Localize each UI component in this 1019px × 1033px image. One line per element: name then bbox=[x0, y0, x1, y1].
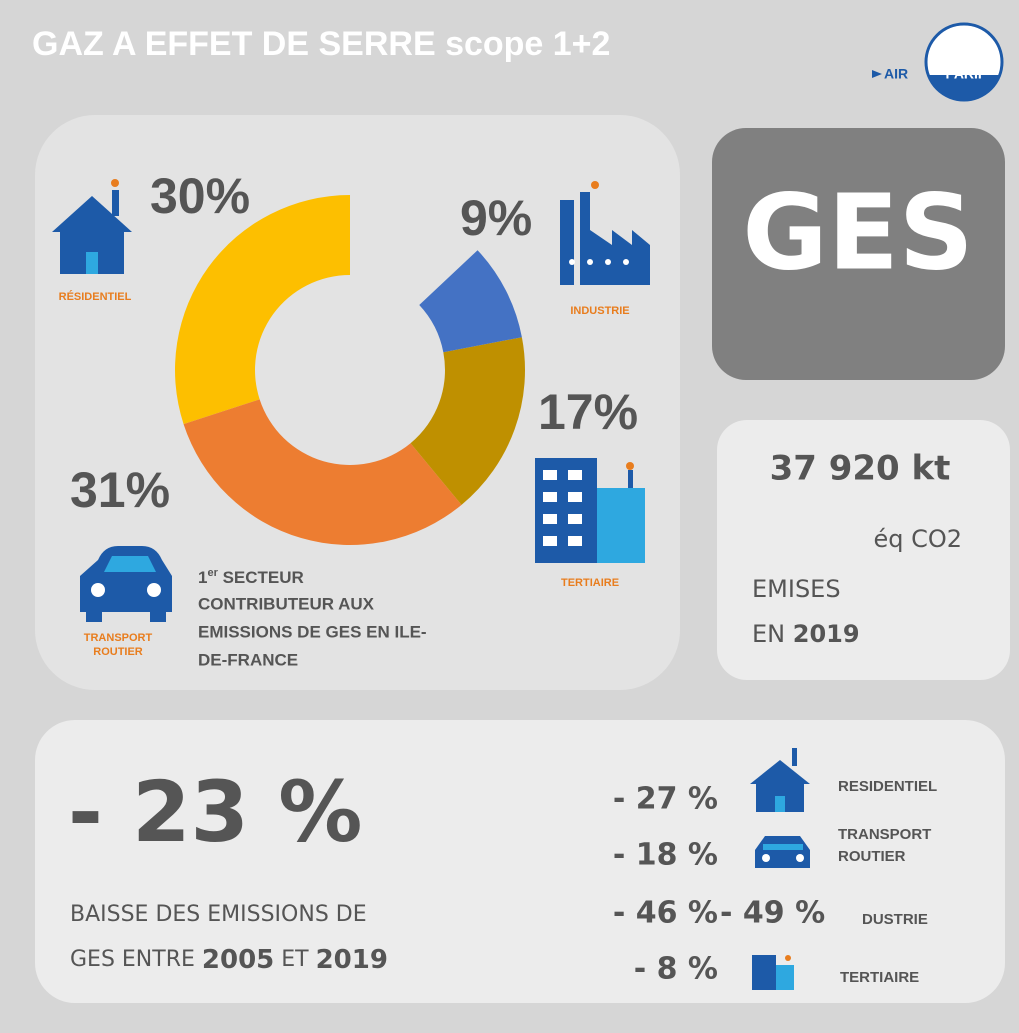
donut bbox=[174, 195, 525, 545]
stat-box bbox=[717, 420, 1010, 680]
annotation: CONTRIBUTEUR AUX bbox=[198, 594, 375, 613]
trend-change: - 8 % bbox=[634, 952, 718, 987]
donut-segment bbox=[410, 337, 525, 505]
building-icon bbox=[752, 955, 794, 990]
category-label: TERTIAIRE bbox=[561, 577, 619, 589]
donut-segment bbox=[174, 195, 350, 425]
annotation: DE-FRANCE bbox=[198, 650, 298, 669]
stat-unit: éq CO2 bbox=[873, 525, 962, 553]
logo-parif: PARIF bbox=[946, 66, 987, 82]
headline: - 23 % bbox=[68, 763, 362, 861]
stat-line: EN 2019 bbox=[752, 620, 860, 648]
trend-label: RESIDENTIEL bbox=[838, 778, 937, 795]
building-icon bbox=[535, 458, 645, 563]
trend-label: DUSTRIE bbox=[862, 911, 928, 928]
value-label: 30% bbox=[150, 168, 250, 224]
trend-change: - 49 % bbox=[720, 896, 825, 931]
logo: AIR PARIF bbox=[872, 22, 1004, 102]
logo-air: AIR bbox=[884, 66, 908, 82]
trend-line: BAISSE DES EMISSIONS DE bbox=[70, 902, 367, 927]
category-label: INDUSTRIE bbox=[570, 305, 629, 317]
annotation: EMISSIONS DE GES EN ILE- bbox=[198, 622, 427, 641]
category-label: RÉSIDENTIEL bbox=[59, 290, 132, 303]
stat-line: EMISES bbox=[752, 575, 841, 603]
donut-segment bbox=[419, 250, 522, 353]
trend-change: - 27 % bbox=[613, 782, 718, 817]
trend-change: - 18 % bbox=[613, 838, 718, 873]
annotation: 1er SECTEUR bbox=[198, 567, 304, 588]
house-icon bbox=[750, 748, 810, 812]
category-label: TRANSPORT ROUTIER bbox=[84, 632, 153, 658]
trend-label: TERTIAIRE bbox=[840, 969, 919, 986]
trend-line: GES ENTRE 2005 ET 2019 bbox=[70, 945, 388, 975]
house-icon bbox=[52, 179, 132, 274]
factory-icon bbox=[560, 181, 650, 285]
title: GAZ A EFFET DE SERRE scope 1+2 bbox=[32, 25, 610, 63]
trend-change: - 46 % bbox=[613, 896, 718, 931]
car-icon bbox=[80, 546, 172, 622]
badge: GES bbox=[742, 171, 973, 293]
trend-label: TRANSPORT ROUTIER bbox=[838, 826, 931, 865]
value-label: 9% bbox=[460, 190, 532, 246]
badge-box bbox=[712, 128, 1005, 380]
car-icon bbox=[755, 836, 810, 868]
value-label: 31% bbox=[70, 462, 170, 518]
value-label: 17% bbox=[538, 384, 638, 440]
stat-amount: 37 920 kt bbox=[770, 449, 951, 489]
donut-segment bbox=[183, 399, 462, 545]
chart-panel bbox=[35, 115, 680, 690]
